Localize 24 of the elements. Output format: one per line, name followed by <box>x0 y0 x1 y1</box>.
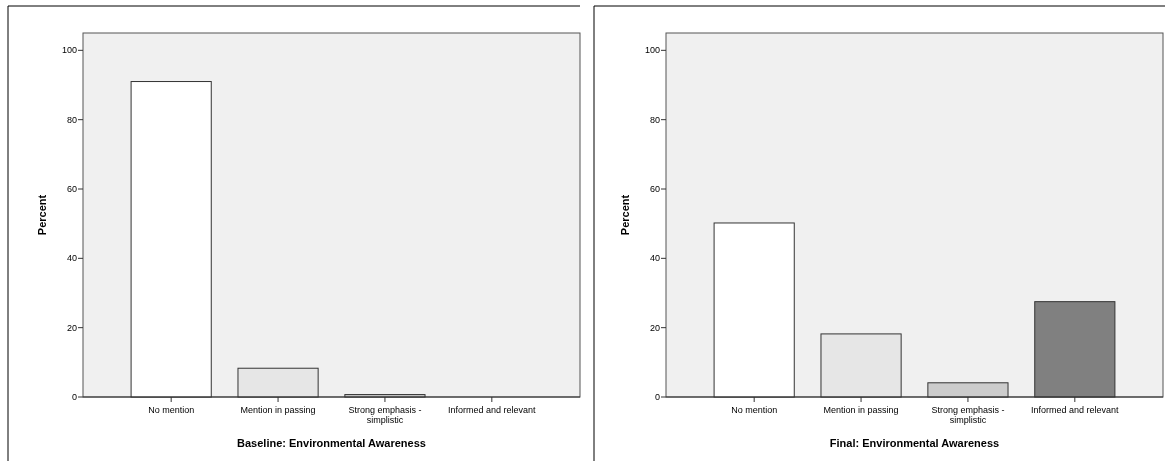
y-tick-label: 80 <box>649 114 660 125</box>
x-tick-label: Mention in passing <box>240 405 316 415</box>
y-axis-title: Percent <box>36 194 48 236</box>
y-tick-label: 0 <box>71 392 77 403</box>
y-axis-title: Percent <box>619 194 631 236</box>
x-tick-label: Mention in passing <box>823 405 899 415</box>
y-tick-label: 80 <box>66 114 77 125</box>
x-tick-label: Informed and relevant <box>448 405 537 415</box>
y-tick-label: 20 <box>649 322 660 333</box>
x-tick-label: No mention <box>148 405 195 415</box>
x-axis-title: Final: Environmental Awareness <box>829 437 1000 449</box>
y-tick-label: 0 <box>654 392 660 403</box>
y-tick-label: 40 <box>649 253 660 264</box>
x-tick-label: Strong emphasis - simplistic <box>348 405 422 425</box>
y-tick-label: 40 <box>66 253 77 264</box>
y-tick-label: 20 <box>66 322 77 333</box>
y-tick-label: 60 <box>649 184 660 195</box>
x-tick-label: Strong emphasis - simplistic <box>931 405 1005 425</box>
y-tick-label: 100 <box>61 45 77 56</box>
x-axis-title: Baseline: Environmental Awareness <box>237 437 426 449</box>
y-tick-label: 60 <box>66 184 77 195</box>
x-tick-label: No mention <box>731 405 778 415</box>
y-tick-label: 100 <box>644 45 660 56</box>
x-tick-label: Informed and relevant <box>1031 405 1120 415</box>
